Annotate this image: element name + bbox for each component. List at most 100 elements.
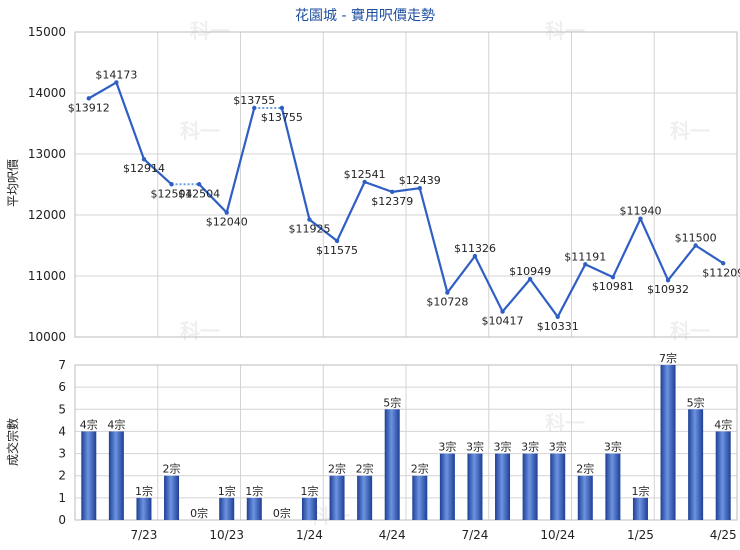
volume-bar-labels: 4宗 4宗 1宗 2宗 0宗 1宗 1宗 0宗 1宗 2宗 2宗 5宗 2宗 3宗 3宗 3宗 3宗 3宗 2宗 3宗… xyxy=(80,351,732,520)
price-line-segment xyxy=(198,183,228,214)
price-point-label: $11575 xyxy=(316,244,358,257)
volume-bar-label: 2宗 xyxy=(328,462,346,476)
volume-bars xyxy=(81,365,731,520)
volume-bar-label: 1宗 xyxy=(135,484,153,498)
x-tick: 1/25 xyxy=(627,528,654,542)
volume-bar xyxy=(522,453,538,520)
price-line-segment xyxy=(392,187,420,193)
x-tick: 7/23 xyxy=(130,528,157,542)
price-point xyxy=(141,157,147,162)
volume-bar-label: 2宗 xyxy=(411,462,429,476)
price-y-tick: 13000 xyxy=(28,147,66,161)
volume-bar-label: 4宗 xyxy=(107,417,125,431)
watermark-text: 科一 xyxy=(180,319,220,343)
price-point xyxy=(472,253,478,259)
price-line-segment xyxy=(115,82,145,160)
price-line-segment xyxy=(336,181,366,242)
price-point xyxy=(500,309,505,314)
volume-bar-label: 4宗 xyxy=(80,417,98,431)
volume-bar-label: 1宗 xyxy=(300,484,318,498)
price-line-segment xyxy=(308,218,338,242)
volume-bar xyxy=(715,431,731,520)
volume-bar xyxy=(81,431,97,520)
price-y-tick-labels: 10000 11000 12000 13000 14000 15000 xyxy=(28,25,66,344)
price-plot-gridlines xyxy=(74,31,738,338)
volume-bar xyxy=(467,453,483,520)
volume-bar-label: 5宗 xyxy=(687,395,705,409)
volume-bar xyxy=(495,453,511,520)
price-point xyxy=(196,182,202,187)
price-y-tick: 11000 xyxy=(28,269,66,283)
price-point xyxy=(334,238,340,244)
watermark-text: 科一 xyxy=(670,119,710,143)
volume-bar xyxy=(108,431,124,520)
price-point xyxy=(224,210,229,215)
price-point-label: $11940 xyxy=(619,205,661,218)
price-line-segment xyxy=(556,263,587,318)
volume-bar xyxy=(605,453,621,520)
x-tick: 4/25 xyxy=(710,528,737,542)
volume-bar xyxy=(164,475,180,520)
volume-bar xyxy=(439,453,455,520)
price-line-segment xyxy=(611,218,642,278)
price-point-label: $12504 xyxy=(151,187,193,200)
price-line-segment xyxy=(667,244,697,281)
volume-bar-label: 1宗 xyxy=(631,484,649,498)
price-point-label: $11500 xyxy=(675,232,717,245)
volume-bar xyxy=(412,475,428,520)
price-point-label: $12379 xyxy=(371,195,413,208)
volume-bar-label: 2宗 xyxy=(576,462,594,476)
volume-y-tick: 3 xyxy=(58,447,66,461)
price-point-labels: $13912 $14173 $12914 $12504$12504 $12040 $137… xyxy=(68,68,740,332)
price-point xyxy=(555,314,560,320)
volume-y-tick: 1 xyxy=(58,491,66,505)
volume-bar xyxy=(219,497,235,520)
price-point-label: $11925 xyxy=(288,223,330,236)
price-point xyxy=(527,276,533,282)
price-point xyxy=(583,262,588,267)
volume-bar-label: 3宗 xyxy=(604,440,622,454)
volume-bar-label: 2宗 xyxy=(356,462,374,476)
volume-bar xyxy=(550,453,566,520)
volume-y-tick: 4 xyxy=(58,424,66,438)
price-line-segment xyxy=(88,81,117,100)
price-point-label: $13755 xyxy=(233,94,275,107)
volume-bar-label: 7宗 xyxy=(659,351,677,365)
watermark-text: 科一 xyxy=(190,19,230,43)
price-point-label: $10417 xyxy=(482,315,524,328)
x-tick: 7/24 xyxy=(461,528,488,542)
volume-plot-frame xyxy=(74,364,738,521)
volume-bar-label: 2宗 xyxy=(163,462,181,476)
volume-bar xyxy=(577,475,593,520)
x-tick-labels: 7/23 10/23 1/24 4/24 7/24 10/24 1/25 4/25 xyxy=(130,528,736,542)
volume-plot-gridlines xyxy=(74,364,738,521)
price-line-segment xyxy=(529,278,559,318)
price-line-segment xyxy=(143,158,173,186)
volume-bar-label: 3宗 xyxy=(438,440,456,454)
volume-bar xyxy=(384,409,400,520)
price-point-label: $12439 xyxy=(399,174,441,187)
volume-bar xyxy=(632,497,648,520)
volume-bar-label: 4宗 xyxy=(714,417,732,431)
price-point xyxy=(693,243,698,248)
price-line-segment xyxy=(364,180,393,193)
volume-bar-label: 0宗 xyxy=(273,506,291,520)
volume-bar-label: 1宗 xyxy=(245,484,263,498)
price-point xyxy=(114,80,119,85)
price-point xyxy=(252,105,257,111)
price-point-label: $14173 xyxy=(95,68,137,81)
price-point xyxy=(86,96,91,101)
x-tick: 10/24 xyxy=(540,528,575,542)
price-y-tick: 14000 xyxy=(28,86,66,100)
price-point-label: $13912 xyxy=(68,101,110,114)
price-point xyxy=(665,277,671,283)
price-point xyxy=(390,189,395,195)
volume-axis-title: 成交宗數 xyxy=(5,418,20,466)
x-tick: 1/24 xyxy=(296,528,323,542)
price-point xyxy=(362,179,367,185)
price-y-tick: 10000 xyxy=(28,330,66,344)
price-line-segment xyxy=(501,278,531,313)
price-line-segment xyxy=(639,218,670,281)
volume-bar xyxy=(660,365,676,520)
